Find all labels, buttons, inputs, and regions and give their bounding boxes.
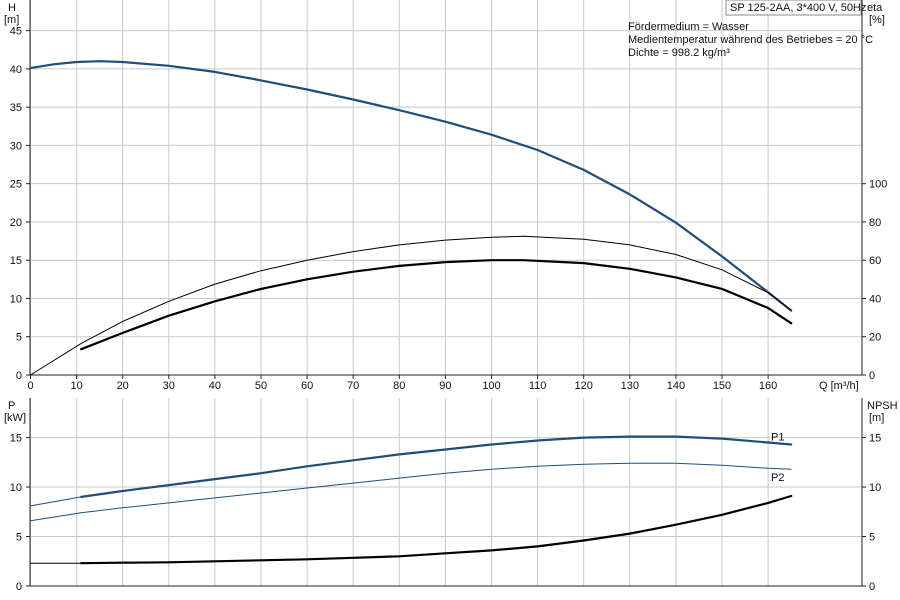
right-tick-label: 20: [869, 332, 881, 344]
right-axis-unit: [%]: [869, 14, 885, 26]
right-tick-label: 40: [869, 293, 881, 305]
left-tick-label: 30: [10, 140, 22, 152]
x-tick-label: 140: [667, 380, 685, 392]
series-line-1-4: [80, 494, 793, 565]
left-tick-label: 10: [10, 293, 22, 305]
info-line: Medientemperatur während des Betriebes =…: [628, 34, 873, 46]
left-axis-label: P: [8, 400, 15, 412]
series-line-1-2: [30, 462, 792, 522]
right-tick-label: 60: [869, 255, 881, 267]
right-tick-label: 0: [869, 370, 875, 382]
x-tick-label: 100: [482, 380, 500, 392]
left-axis-label: H: [8, 2, 16, 14]
series-line-0-0: [29, 60, 793, 312]
left-tick-label: 35: [10, 102, 22, 114]
info-line: Dichte = 998.2 kg/m³: [628, 47, 730, 59]
x-tick-label: 40: [209, 380, 221, 392]
left-axis-unit: [m]: [4, 14, 19, 26]
series-label-p1: P1: [771, 432, 784, 444]
right-tick-label: 100: [869, 179, 887, 191]
left-tick-label: 20: [10, 217, 22, 229]
left-tick-label: 15: [10, 433, 22, 445]
x-tick-label: 50: [255, 380, 267, 392]
x-tick-label: 130: [621, 380, 639, 392]
series-line-1-1: [80, 435, 793, 498]
left-tick-label: 45: [10, 26, 22, 38]
right-axis-unit: [m]: [869, 412, 884, 424]
x-tick-label: 10: [70, 380, 82, 392]
x-tick-label: 120: [575, 380, 593, 392]
x-tick-label: 80: [393, 380, 405, 392]
right-tick-label: 10: [869, 482, 881, 494]
x-tick-label: 60: [301, 380, 313, 392]
x-tick-label: 70: [347, 380, 359, 392]
left-tick-label: 0: [16, 581, 22, 593]
x-tick-label: 150: [713, 380, 731, 392]
model-label: SP 125-2AA, 3*400 V, 50Hz: [730, 2, 866, 14]
left-tick-label: 25: [10, 179, 22, 191]
series-line-0-1: [30, 235, 792, 376]
x-axis-label: Q [m³/h]: [819, 380, 859, 392]
right-tick-label: 0: [869, 581, 875, 593]
left-tick-label: 10: [10, 482, 22, 494]
model-box: [725, 0, 862, 16]
left-tick-label: 5: [16, 532, 22, 544]
x-tick-label: 160: [759, 380, 777, 392]
x-tick-label: 0: [27, 380, 33, 392]
series-line-0-2: [80, 259, 793, 351]
right-tick-label: 80: [869, 217, 881, 229]
right-axis-label: eta: [867, 2, 883, 14]
left-axis-unit: [kW]: [4, 412, 26, 424]
right-axis-label: NPSH: [867, 400, 898, 412]
left-tick-label: 40: [10, 64, 22, 76]
x-tick-label: 30: [163, 380, 175, 392]
series-line-1-0: [30, 496, 82, 507]
left-tick-label: 15: [10, 255, 22, 267]
x-tick-label: 90: [439, 380, 451, 392]
right-tick-label: 5: [869, 532, 875, 544]
left-tick-label: 5: [16, 332, 22, 344]
x-tick-label: 20: [117, 380, 129, 392]
right-tick-label: 15: [869, 433, 881, 445]
series-label-p2: P2: [771, 472, 784, 484]
info-line: Fördermedium = Wasser: [628, 21, 749, 33]
x-tick-label: 110: [529, 380, 547, 392]
left-tick-label: 0: [16, 370, 22, 382]
